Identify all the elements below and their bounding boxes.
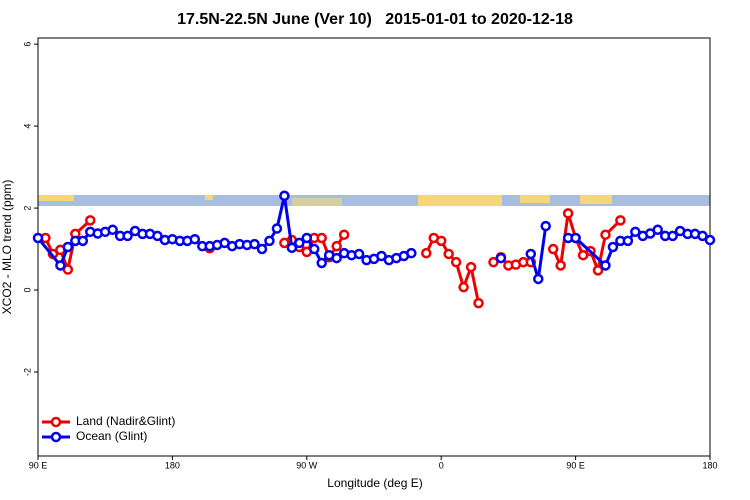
plot-frame <box>37 37 711 457</box>
data-point <box>630 226 641 238</box>
land-band <box>520 195 550 203</box>
x-tick-label: 90 W <box>296 460 318 470</box>
data-point <box>533 273 544 285</box>
data-point <box>607 241 619 253</box>
data-point <box>406 247 417 259</box>
land-band <box>38 195 74 201</box>
chart-title: 17.5N-22.5N June (Ver 10) 2015-01-01 to … <box>177 11 573 28</box>
data-point <box>353 248 365 260</box>
data-point <box>465 261 477 273</box>
data-point <box>331 240 342 252</box>
data-point <box>264 235 275 247</box>
data-point <box>495 252 507 264</box>
land-ocean-band <box>38 195 710 206</box>
x-tick-label: 90 E <box>566 460 585 470</box>
legend-label: Ocean (Glint) <box>76 429 147 443</box>
data-point <box>152 230 163 242</box>
data-point <box>316 232 327 244</box>
data-point <box>570 232 581 244</box>
data-point <box>189 233 201 245</box>
data-point <box>107 224 118 236</box>
land-band <box>205 195 213 200</box>
data-point <box>55 260 66 271</box>
ocean-band <box>38 195 710 206</box>
y-tick-label: 0 <box>22 288 32 293</box>
data-point <box>85 215 96 226</box>
data-point <box>331 252 342 264</box>
data-point <box>525 248 537 260</box>
data-point <box>62 264 74 275</box>
land-band <box>292 198 342 206</box>
y-tick-label: 6 <box>22 42 32 47</box>
data-point <box>577 249 589 261</box>
data-point <box>301 232 313 244</box>
data-point <box>652 224 663 236</box>
data-point <box>667 230 678 242</box>
data-point <box>294 237 305 249</box>
data-point <box>600 229 611 240</box>
data-point <box>279 190 290 202</box>
legend-marker <box>50 416 62 428</box>
data-point <box>249 238 260 250</box>
data-point <box>443 248 454 260</box>
x-tick-label: 180 <box>702 460 717 470</box>
data-point <box>450 256 462 268</box>
y-tick-label: 4 <box>22 124 32 129</box>
data-point <box>600 260 611 271</box>
data-point <box>32 232 44 244</box>
y-axis-label: XCO2 - MLO trend (ppm) <box>0 180 14 315</box>
data-point <box>555 260 566 271</box>
x-tick-label: 180 <box>165 460 180 470</box>
y-tick-label: -2 <box>22 368 32 376</box>
data-point <box>421 247 432 259</box>
legend-marker <box>50 431 62 443</box>
data-point <box>473 297 484 309</box>
land-band <box>418 195 502 206</box>
data-point <box>309 243 320 255</box>
data-point <box>316 257 327 269</box>
data-point <box>540 220 551 232</box>
data-point <box>547 243 559 255</box>
data-point <box>592 265 604 276</box>
data-point <box>458 281 469 293</box>
data-point <box>488 256 499 268</box>
x-axis-label: Longitude (deg E) <box>327 476 422 490</box>
data-point <box>338 229 350 240</box>
data-point <box>256 243 268 255</box>
data-point <box>62 241 74 253</box>
data-point <box>704 234 716 246</box>
data-point <box>622 235 634 247</box>
x-tick-label: 0 <box>439 460 444 470</box>
data-point <box>615 215 626 226</box>
data-point <box>122 230 133 242</box>
land-band <box>580 195 612 204</box>
data-point <box>77 235 89 247</box>
legend-label: Land (Nadir&Glint) <box>76 414 175 428</box>
x-tick-label: 90 E <box>29 460 48 470</box>
data-point <box>376 250 387 262</box>
data-point <box>435 235 447 247</box>
data-point <box>697 230 708 242</box>
data-point <box>286 242 298 254</box>
y-tick-label: 2 <box>22 206 32 211</box>
data-point <box>271 223 283 234</box>
data-point <box>562 208 574 219</box>
